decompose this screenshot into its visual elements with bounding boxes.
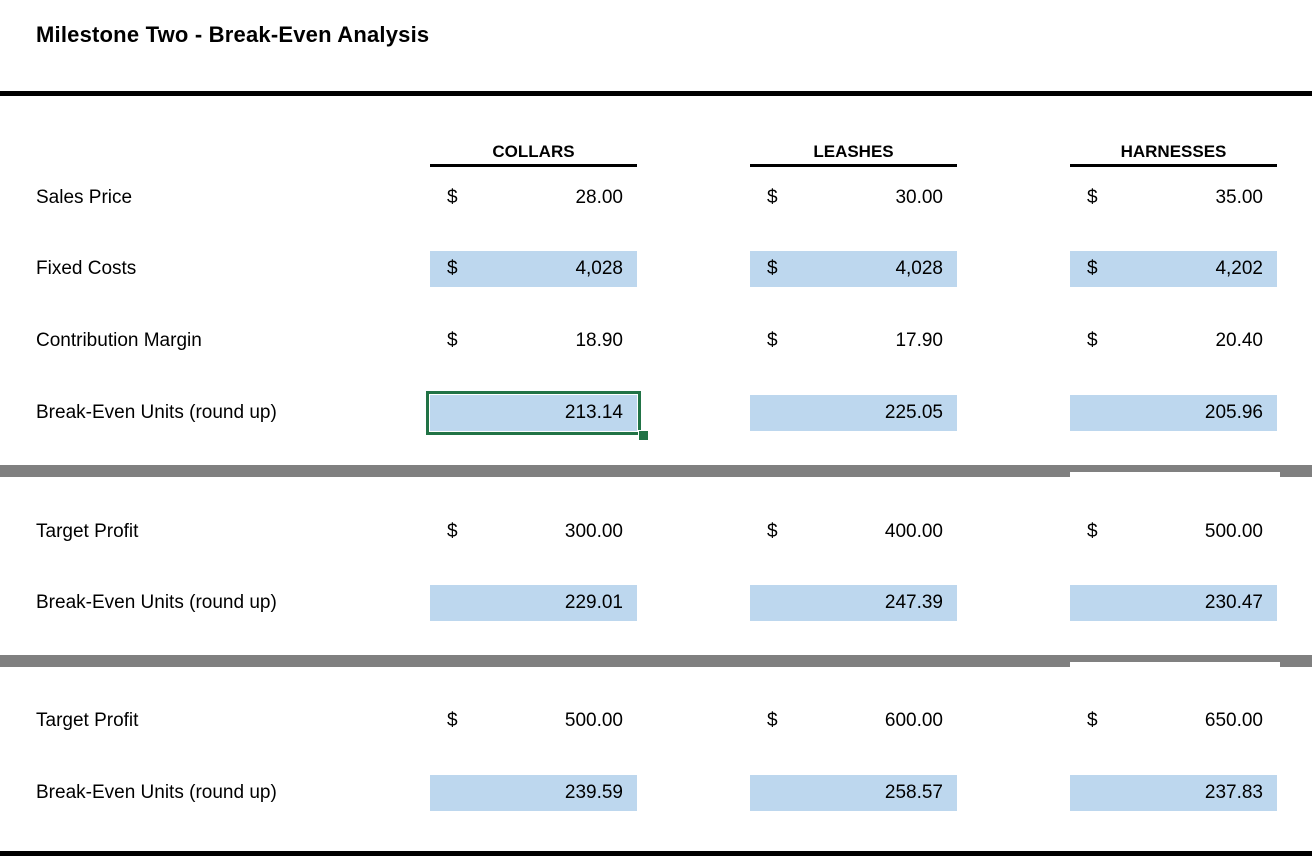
currency-symbol: $ (447, 521, 458, 542)
currency-symbol: $ (447, 187, 458, 208)
currency-symbol: $ (767, 187, 778, 208)
cell-value: 225.05 (884, 402, 943, 423)
row-label-break-even-units-2[interactable]: Break-Even Units (round up) (36, 592, 277, 613)
cell-value: 30.00 (895, 187, 943, 208)
cell-target-profit-2-harnesses[interactable]: $ 650.00 (1070, 706, 1277, 736)
row-label-break-even-units-1[interactable]: Break-Even Units (round up) (36, 402, 277, 423)
cell-fixed-costs-collars[interactable]: $ 4,028 (430, 251, 637, 287)
row-label-fixed-costs[interactable]: Fixed Costs (36, 258, 137, 279)
cell-value: 205.96 (1204, 402, 1263, 423)
row-label-target-profit-1[interactable]: Target Profit (36, 521, 139, 542)
row-label-contribution-margin[interactable]: Contribution Margin (36, 330, 202, 351)
row-label-target-profit-2[interactable]: Target Profit (36, 710, 139, 731)
cell-break-even-3-leashes[interactable]: 258.57 (750, 775, 957, 811)
cell-value: 4,202 (1215, 258, 1263, 279)
currency-symbol: $ (767, 330, 778, 351)
sheet-title[interactable]: Milestone Two - Break-Even Analysis (36, 22, 430, 47)
cell-fixed-costs-harnesses[interactable]: $ 4,202 (1070, 251, 1277, 287)
cell-value: 4,028 (895, 258, 943, 279)
cell-contribution-margin-collars[interactable]: $ 18.90 (430, 326, 637, 356)
currency-symbol: $ (447, 710, 458, 731)
cell-break-even-3-harnesses[interactable]: 237.83 (1070, 775, 1277, 811)
cell-sales-price-leashes[interactable]: $ 30.00 (750, 183, 957, 213)
cell-value: 20.40 (1215, 330, 1263, 351)
cell-value: 300.00 (564, 521, 623, 542)
cell-sales-price-harnesses[interactable]: $ 35.00 (1070, 183, 1277, 213)
cell-value: 230.47 (1204, 592, 1263, 613)
column-header-collars[interactable]: COLLARS (430, 139, 637, 167)
top-rule (0, 91, 1312, 96)
divider-gap (1070, 662, 1280, 690)
cell-value: 650.00 (1204, 710, 1263, 731)
cell-value: 247.39 (884, 592, 943, 613)
cell-value: 213.14 (564, 402, 623, 423)
cell-value: 17.90 (895, 330, 943, 351)
cell-sales-price-collars[interactable]: $ 28.00 (430, 183, 637, 213)
column-header-leashes[interactable]: LEASHES (750, 139, 957, 167)
cell-target-profit-1-harnesses[interactable]: $ 500.00 (1070, 517, 1277, 547)
cell-value: 35.00 (1215, 187, 1263, 208)
cell-break-even-3-collars[interactable]: 239.59 (430, 775, 637, 811)
section-divider (0, 465, 1312, 477)
section-divider (0, 655, 1312, 667)
cell-break-even-1-leashes[interactable]: 225.05 (750, 395, 957, 431)
row-label-break-even-units-3[interactable]: Break-Even Units (round up) (36, 782, 277, 803)
cell-value: 258.57 (884, 782, 943, 803)
cell-target-profit-1-leashes[interactable]: $ 400.00 (750, 517, 957, 547)
cell-value: 18.90 (575, 330, 623, 351)
cell-break-even-2-harnesses[interactable]: 230.47 (1070, 585, 1277, 621)
currency-symbol: $ (1087, 710, 1098, 731)
currency-symbol: $ (1087, 521, 1098, 542)
currency-symbol: $ (447, 258, 458, 279)
cell-value: 400.00 (884, 521, 943, 542)
row-label-sales-price[interactable]: Sales Price (36, 187, 133, 208)
cell-value: 237.83 (1204, 782, 1263, 803)
cell-value: 500.00 (564, 710, 623, 731)
cell-fixed-costs-leashes[interactable]: $ 4,028 (750, 251, 957, 287)
fill-handle[interactable] (638, 430, 649, 441)
currency-symbol: $ (767, 710, 778, 731)
cell-target-profit-2-collars[interactable]: $ 500.00 (430, 706, 637, 736)
currency-symbol: $ (1087, 330, 1098, 351)
cell-target-profit-1-collars[interactable]: $ 300.00 (430, 517, 637, 547)
cell-break-even-1-harnesses[interactable]: 205.96 (1070, 395, 1277, 431)
cell-value: 4,028 (575, 258, 623, 279)
cell-value: 229.01 (564, 592, 623, 613)
divider-gap (1070, 472, 1280, 500)
cell-contribution-margin-leashes[interactable]: $ 17.90 (750, 326, 957, 356)
cell-value: 28.00 (575, 187, 623, 208)
currency-symbol: $ (1087, 187, 1098, 208)
cell-break-even-2-collars[interactable]: 229.01 (430, 585, 637, 621)
currency-symbol: $ (767, 258, 778, 279)
cell-value: 600.00 (884, 710, 943, 731)
currency-symbol: $ (1087, 258, 1098, 279)
column-header-harnesses[interactable]: HARNESSES (1070, 139, 1277, 167)
cell-break-even-1-collars-selected[interactable]: 213.14 (430, 395, 637, 431)
currency-symbol: $ (447, 330, 458, 351)
cell-value: 500.00 (1204, 521, 1263, 542)
cell-contribution-margin-harnesses[interactable]: $ 20.40 (1070, 326, 1277, 356)
cell-target-profit-2-leashes[interactable]: $ 600.00 (750, 706, 957, 736)
cell-break-even-2-leashes[interactable]: 247.39 (750, 585, 957, 621)
currency-symbol: $ (767, 521, 778, 542)
cell-value: 239.59 (564, 782, 623, 803)
bottom-rule (0, 851, 1312, 856)
